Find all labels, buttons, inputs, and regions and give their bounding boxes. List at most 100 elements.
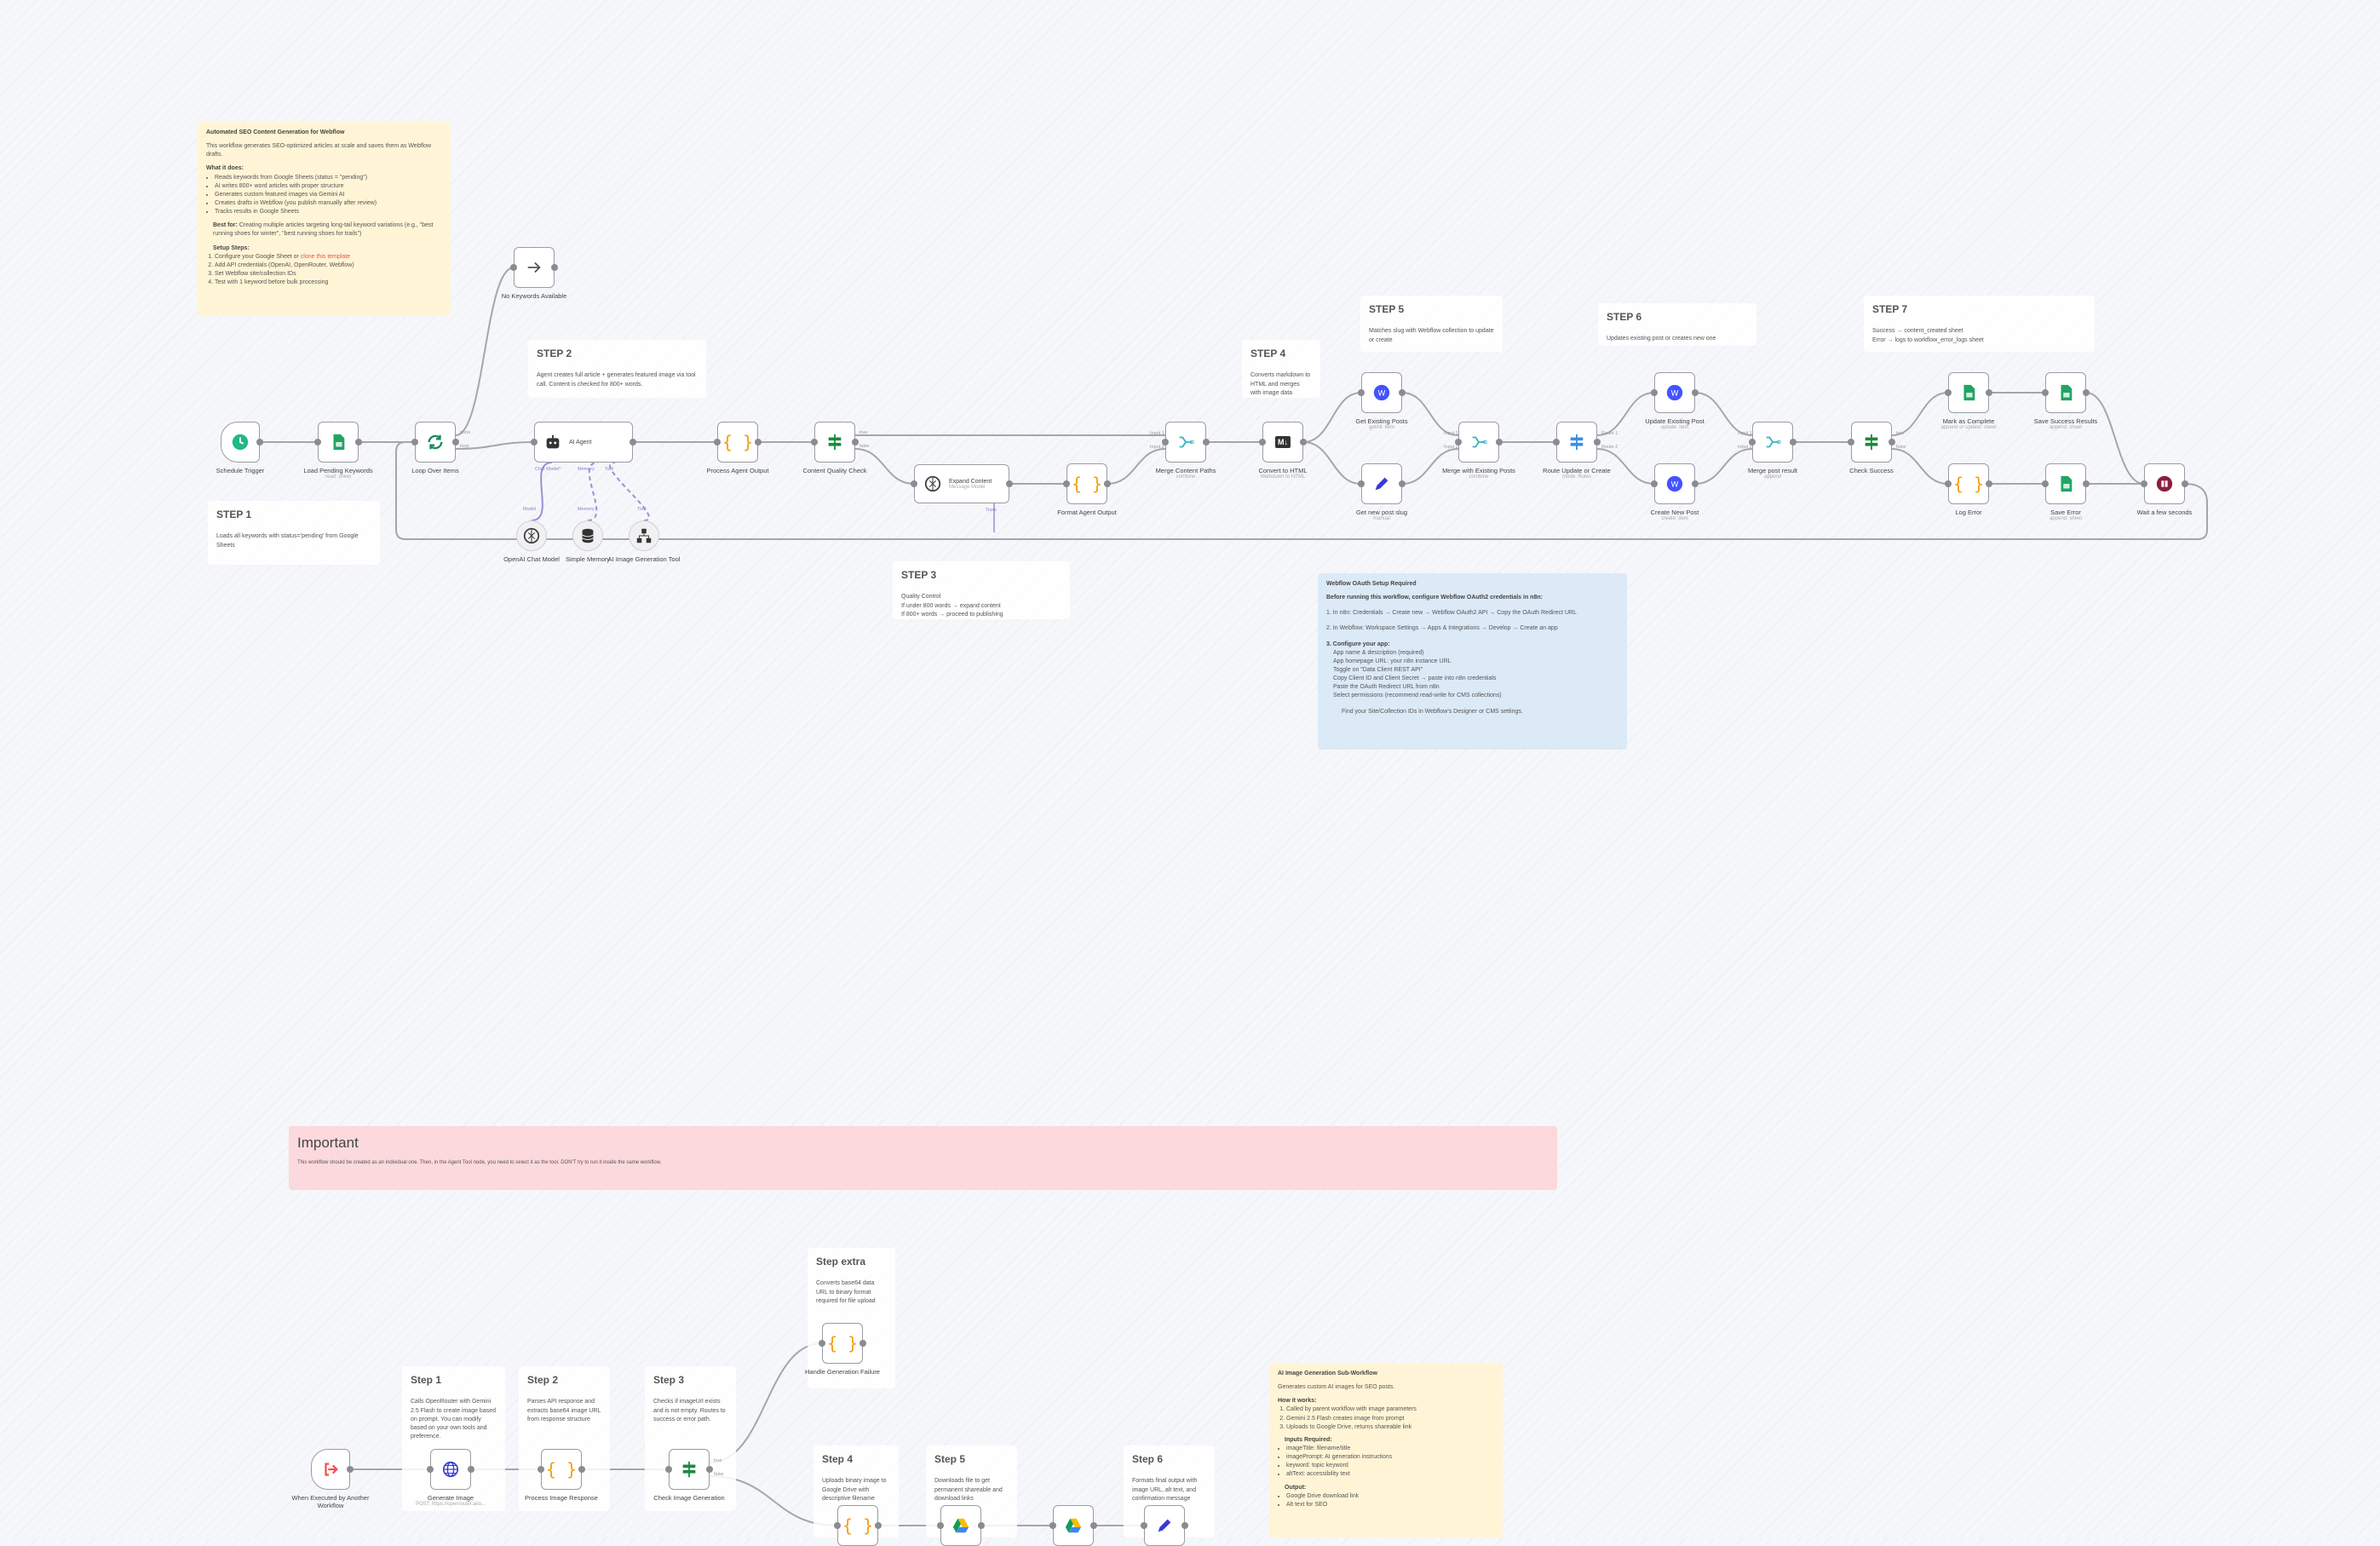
input-port[interactable] — [1945, 480, 1952, 487]
input-port[interactable] — [1455, 439, 1462, 445]
output-port[interactable] — [1203, 439, 1210, 445]
sticky-step-4[interactable]: STEP 4 Converts markdown to HTML and merg… — [1242, 340, 1320, 398]
output-port[interactable] — [355, 439, 362, 445]
node-agent[interactable]: AI Agent — [534, 422, 633, 463]
node-html[interactable]: M↓ — [1262, 422, 1303, 463]
output-port[interactable] — [2083, 480, 2090, 487]
input-port[interactable] — [1553, 439, 1560, 445]
node-update[interactable]: W — [1654, 372, 1695, 413]
output-port[interactable] — [1888, 439, 1895, 445]
input-port[interactable] — [937, 1522, 944, 1529]
output-port[interactable] — [1692, 389, 1699, 396]
node-loop[interactable] — [415, 422, 456, 463]
input-port[interactable] — [665, 1466, 672, 1473]
output-port[interactable] — [875, 1522, 882, 1529]
node-b_proc[interactable]: { } — [541, 1449, 582, 1490]
input-port[interactable] — [1063, 480, 1070, 487]
output-port[interactable] — [629, 439, 636, 445]
output-port[interactable] — [852, 439, 859, 445]
output-port[interactable] — [1692, 480, 1699, 487]
output-port[interactable] — [1104, 480, 1111, 487]
node-memory[interactable] — [572, 520, 603, 551]
input-port[interactable] — [2042, 480, 2049, 487]
sticky-sub-step-extra[interactable]: Step extra Converts base64 data URL to bi… — [808, 1248, 895, 1388]
node-merge2[interactable] — [1458, 422, 1499, 463]
node-qcheck[interactable] — [814, 422, 855, 463]
sticky-sub-step-6[interactable]: Step 6 Formats final output with image UR… — [1124, 1445, 1215, 1537]
node-b_up[interactable] — [940, 1505, 981, 1546]
input-port[interactable] — [714, 439, 721, 445]
input-port[interactable] — [1141, 1522, 1147, 1529]
sticky-oauth-setup[interactable]: Webflow OAuth Setup Required Before runn… — [1318, 573, 1627, 750]
sticky-step-7[interactable]: STEP 7 Success → content_created sheet Err… — [1864, 296, 2095, 352]
node-b_fail[interactable]: { } — [822, 1323, 863, 1364]
node-b_bin[interactable]: { } — [837, 1505, 878, 1546]
node-b_gen[interactable] — [430, 1449, 471, 1490]
node-wait[interactable] — [2144, 463, 2185, 504]
sticky-sub-step-3[interactable]: Step 3 Checks if imageUrl exists and is n… — [645, 1366, 736, 1511]
output-port[interactable] — [1006, 480, 1013, 487]
sticky-workflow-overview[interactable]: Automated SEO Content Generation for Web… — [198, 122, 451, 316]
output-port[interactable] — [578, 1466, 585, 1473]
node-expand[interactable]: Expand Content Message Model — [914, 464, 1009, 503]
output-port[interactable] — [1181, 1522, 1188, 1529]
input-port[interactable] — [1651, 480, 1658, 487]
input-port[interactable] — [411, 439, 418, 445]
input-port[interactable] — [911, 480, 917, 487]
output-port[interactable] — [452, 439, 459, 445]
output-port[interactable] — [551, 264, 558, 271]
output-port[interactable] — [1399, 480, 1406, 487]
node-schedule[interactable] — [221, 422, 260, 463]
sticky-step-5[interactable]: STEP 5 Matches slug with Webflow collecti… — [1360, 296, 1503, 352]
output-port[interactable] — [1399, 389, 1406, 396]
sticky-sub-workflow-overview[interactable]: AI Image Generation Sub-Workflow Generat… — [1269, 1363, 1503, 1537]
input-port[interactable] — [538, 1466, 544, 1473]
input-port[interactable] — [2042, 389, 2049, 396]
node-merge3[interactable] — [1752, 422, 1793, 463]
node-create[interactable]: W — [1654, 463, 1695, 504]
node-getposts[interactable]: W — [1361, 372, 1402, 413]
input-port[interactable] — [510, 264, 517, 271]
sticky-step-2[interactable]: STEP 2 Agent creates full article + gener… — [528, 340, 706, 398]
node-procout[interactable]: { } — [717, 422, 758, 463]
input-port[interactable] — [2141, 480, 2147, 487]
clone-template-link[interactable]: clone this template — [300, 253, 351, 260]
input-port[interactable] — [819, 1340, 825, 1347]
input-port[interactable] — [811, 439, 818, 445]
node-route[interactable] — [1556, 422, 1597, 463]
input-port[interactable] — [834, 1522, 841, 1529]
output-port[interactable] — [1790, 439, 1796, 445]
output-port[interactable] — [1986, 389, 1992, 396]
output-port[interactable] — [1300, 439, 1307, 445]
output-port[interactable] — [978, 1522, 985, 1529]
node-imgtool[interactable] — [629, 520, 659, 551]
output-port[interactable] — [1496, 439, 1503, 445]
node-saveerr[interactable] — [2045, 463, 2086, 504]
node-b_fmt[interactable] — [1144, 1505, 1185, 1546]
input-port[interactable] — [1848, 439, 1854, 445]
node-merge1[interactable] — [1165, 422, 1206, 463]
input-port[interactable] — [314, 439, 321, 445]
output-port[interactable] — [706, 1466, 713, 1473]
node-format[interactable]: { } — [1066, 463, 1107, 504]
output-port[interactable] — [2083, 389, 2090, 396]
node-saveok[interactable] — [2045, 372, 2086, 413]
output-port[interactable] — [2182, 480, 2188, 487]
input-port[interactable] — [531, 439, 538, 445]
input-port[interactable] — [1049, 1522, 1056, 1529]
output-port[interactable] — [1986, 480, 1992, 487]
output-port[interactable] — [1594, 439, 1601, 445]
output-port[interactable] — [256, 439, 263, 445]
node-success[interactable] — [1851, 422, 1892, 463]
input-port[interactable] — [1259, 439, 1266, 445]
node-complete[interactable] — [1948, 372, 1989, 413]
input-port[interactable] — [1358, 480, 1365, 487]
output-port[interactable] — [1090, 1522, 1097, 1529]
input-port[interactable] — [1945, 389, 1952, 396]
input-port[interactable] — [1651, 389, 1658, 396]
input-port[interactable] — [427, 1466, 434, 1473]
node-load[interactable] — [318, 422, 359, 463]
sticky-step-3[interactable]: STEP 3 Quality Control If under 800 words … — [893, 561, 1070, 619]
input-port[interactable] — [1749, 439, 1756, 445]
